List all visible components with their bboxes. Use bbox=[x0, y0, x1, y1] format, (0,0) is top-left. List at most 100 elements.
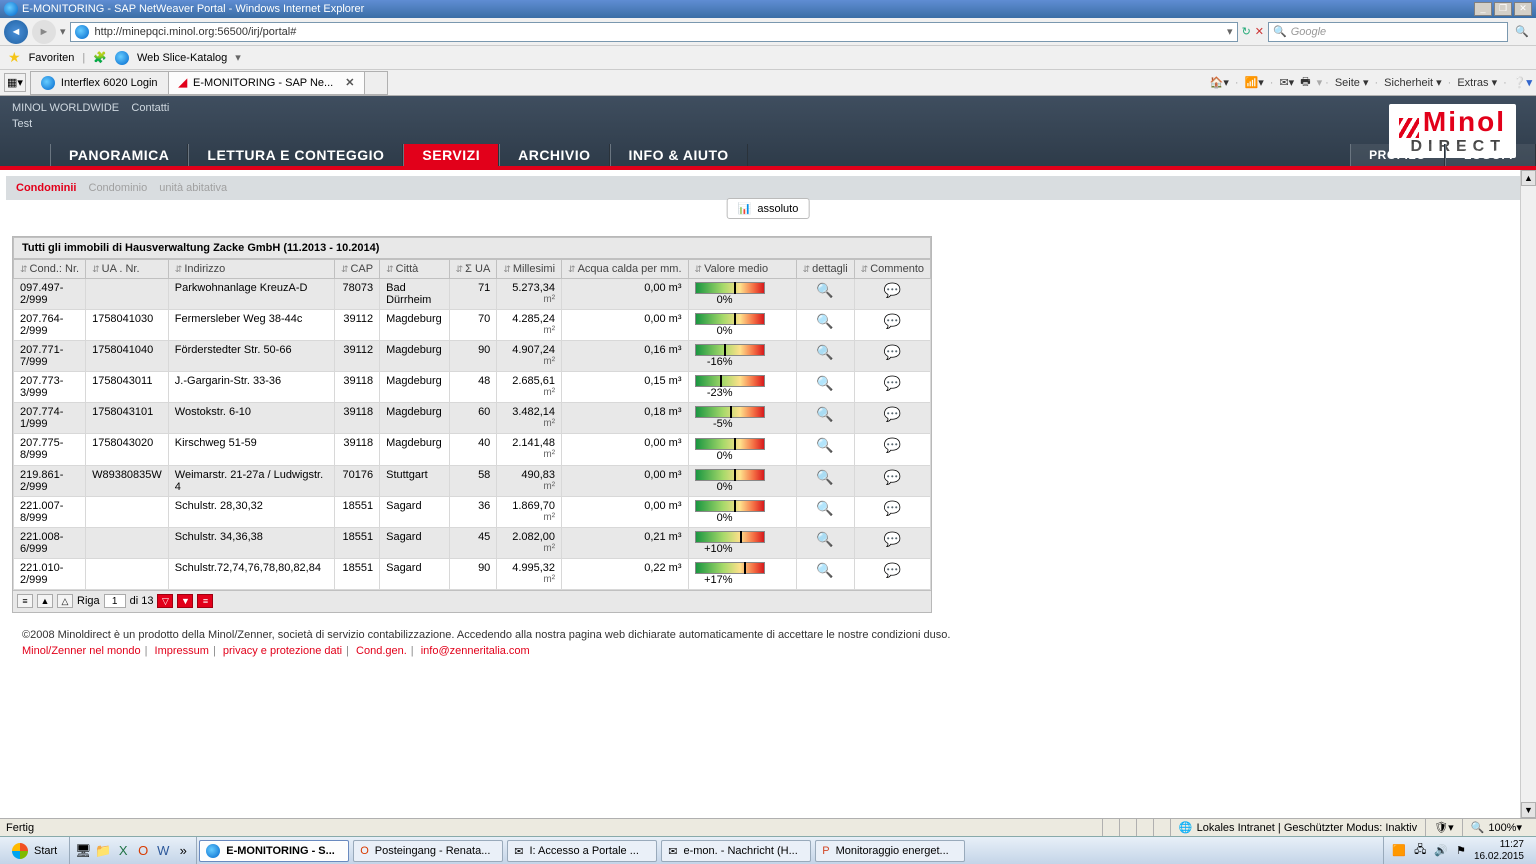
close-button[interactable]: ✕ bbox=[1514, 2, 1532, 16]
crumb-condominii[interactable]: Condominii bbox=[16, 182, 77, 194]
down-button[interactable]: ▽ bbox=[157, 594, 173, 608]
mail-button[interactable]: ✉▾ bbox=[1279, 76, 1294, 89]
menu-archivio[interactable]: ARCHIVIO bbox=[499, 144, 609, 166]
menu-logoff[interactable]: LOGOFF bbox=[1445, 144, 1536, 166]
col-ua[interactable]: ⇵UA . Nr. bbox=[86, 260, 169, 279]
feeds-button[interactable]: 📶▾ bbox=[1245, 76, 1264, 89]
magnifier-icon[interactable]: 🔍 bbox=[816, 375, 833, 391]
col-acqua[interactable]: ⇵Acqua calda per mm. bbox=[562, 260, 688, 279]
menu-profilo[interactable]: PROFILO bbox=[1350, 144, 1445, 166]
magnifier-icon[interactable]: 🔍 bbox=[816, 562, 833, 578]
menu-lettura[interactable]: LETTURA E CONTEGGIO bbox=[188, 144, 403, 166]
tray-icon[interactable]: 🔊 bbox=[1434, 844, 1448, 857]
close-tab-button[interactable]: ✕ bbox=[345, 76, 354, 89]
search-go-button[interactable]: 🔍 bbox=[1512, 25, 1532, 38]
page-input[interactable] bbox=[104, 594, 126, 608]
ql-desktop-icon[interactable]: 🖥 bbox=[74, 842, 92, 860]
col-commento[interactable]: ⇵Commento bbox=[854, 260, 930, 279]
restore-button[interactable]: ❐ bbox=[1494, 2, 1512, 16]
new-tab-button[interactable] bbox=[364, 71, 388, 95]
col-millesimi[interactable]: ⇵Millesimi bbox=[497, 260, 562, 279]
refresh-button[interactable]: ↻ bbox=[1242, 25, 1251, 38]
comment-icon[interactable]: 💬 bbox=[884, 344, 901, 360]
stop-button[interactable]: ✕ bbox=[1255, 25, 1264, 38]
col-indirizzo[interactable]: ⇵Indirizzo bbox=[168, 260, 334, 279]
contatti-link[interactable]: Contatti bbox=[131, 102, 169, 114]
ql-more-icon[interactable]: » bbox=[174, 842, 192, 860]
menu-servizi[interactable]: SERVIZI bbox=[403, 144, 499, 166]
col-dettagli[interactable]: ⇵dettagli bbox=[796, 260, 854, 279]
next-page-button[interactable]: ▼ bbox=[177, 594, 193, 608]
ql-outlook-icon[interactable]: O bbox=[134, 842, 152, 860]
start-button[interactable]: Start bbox=[0, 837, 70, 864]
search-box[interactable]: 🔍 Google bbox=[1268, 22, 1508, 42]
ql-explorer-icon[interactable]: 📁 bbox=[94, 842, 112, 860]
magnifier-icon[interactable]: 🔍 bbox=[816, 469, 833, 485]
ql-word-icon[interactable]: W bbox=[154, 842, 172, 860]
status-protected[interactable]: 🛡▾ bbox=[1425, 819, 1462, 836]
quick-tabs-button[interactable]: ▦▾ bbox=[4, 73, 26, 92]
task-monitoraggio[interactable]: PMonitoraggio energet... bbox=[815, 840, 965, 862]
favorites-icon[interactable]: ★ bbox=[8, 49, 21, 66]
footer-link-cond[interactable]: Cond.gen. bbox=[356, 645, 407, 657]
minimize-button[interactable]: _ bbox=[1474, 2, 1492, 16]
browser-tab-interflex[interactable]: Interflex 6020 Login bbox=[30, 71, 169, 95]
back-button[interactable]: ◄ bbox=[4, 20, 28, 44]
page-menu[interactable]: Seite ▾ bbox=[1335, 76, 1369, 89]
tray-icon[interactable]: ⚑ bbox=[1456, 844, 1466, 857]
scroll-up-button[interactable]: ▲ bbox=[1521, 170, 1536, 186]
address-bar[interactable]: http://minepqci.minol.org:56500/irj/port… bbox=[70, 22, 1238, 42]
comment-icon[interactable]: 💬 bbox=[884, 375, 901, 391]
home-button[interactable]: 🏠▾ bbox=[1210, 76, 1229, 89]
webslice-label[interactable]: Web Slice-Katalog bbox=[137, 52, 227, 64]
comment-icon[interactable]: 💬 bbox=[884, 500, 901, 516]
comment-icon[interactable]: 💬 bbox=[884, 282, 901, 298]
menu-panoramica[interactable]: PANORAMICA bbox=[50, 144, 188, 166]
task-emonitoring[interactable]: E-MONITORING - S... bbox=[199, 840, 349, 862]
scrollbar[interactable]: ▲ ▼ bbox=[1520, 170, 1536, 818]
col-valore[interactable]: ⇵Valore medio bbox=[688, 260, 796, 279]
magnifier-icon[interactable]: 🔍 bbox=[816, 313, 833, 329]
footer-link-info[interactable]: info@zenneritalia.com bbox=[421, 645, 530, 657]
magnifier-icon[interactable]: 🔍 bbox=[816, 531, 833, 547]
menu-info[interactable]: INFO & AIUTO bbox=[610, 144, 748, 166]
ql-excel-icon[interactable]: X bbox=[114, 842, 132, 860]
magnifier-icon[interactable]: 🔍 bbox=[816, 406, 833, 422]
comment-icon[interactable]: 💬 bbox=[884, 469, 901, 485]
task-emon[interactable]: ✉e-mon. - Nachricht (H... bbox=[661, 840, 811, 862]
footer-link-impressum[interactable]: Impressum bbox=[155, 645, 209, 657]
security-menu[interactable]: Sicherheit ▾ bbox=[1384, 76, 1442, 89]
col-sua[interactable]: ⇵Σ UA bbox=[449, 260, 497, 279]
first-page-button[interactable]: ≡ bbox=[17, 594, 33, 608]
print-button[interactable]: 🖶 bbox=[1300, 73, 1310, 92]
worldwide-link[interactable]: MINOL WORLDWIDE bbox=[12, 102, 119, 114]
footer-link-mondo[interactable]: Minol/Zenner nel mondo bbox=[22, 645, 141, 657]
comment-icon[interactable]: 💬 bbox=[884, 562, 901, 578]
tray-icon[interactable]: 🖧 bbox=[1414, 841, 1426, 860]
scroll-down-button[interactable]: ▼ bbox=[1521, 802, 1536, 818]
status-zoom[interactable]: 🔍 100% ▾ bbox=[1462, 819, 1530, 836]
browser-tab-emonitoring[interactable]: ◢ E-MONITORING - SAP Ne... ✕ bbox=[168, 71, 366, 95]
comment-icon[interactable]: 💬 bbox=[884, 313, 901, 329]
col-cond[interactable]: ⇵Cond.: Nr. bbox=[14, 260, 86, 279]
help-button[interactable]: ❔▾ bbox=[1513, 76, 1532, 89]
comment-icon[interactable]: 💬 bbox=[884, 531, 901, 547]
magnifier-icon[interactable]: 🔍 bbox=[816, 437, 833, 453]
comment-icon[interactable]: 💬 bbox=[884, 437, 901, 453]
forward-button[interactable]: ► bbox=[32, 20, 56, 44]
magnifier-icon[interactable]: 🔍 bbox=[816, 500, 833, 516]
task-posteingang[interactable]: OPosteingang - Renata... bbox=[353, 840, 503, 862]
magnifier-icon[interactable]: 🔍 bbox=[816, 344, 833, 360]
tray-icon[interactable]: 🟧 bbox=[1392, 844, 1406, 857]
magnifier-icon[interactable]: 🔍 bbox=[816, 282, 833, 298]
assoluto-button[interactable]: 📊 assoluto bbox=[727, 198, 810, 219]
col-citta[interactable]: ⇵Città bbox=[380, 260, 450, 279]
footer-link-privacy[interactable]: privacy e protezione dati bbox=[223, 645, 342, 657]
prev-page-button[interactable]: ▲ bbox=[37, 594, 53, 608]
up-button[interactable]: △ bbox=[57, 594, 73, 608]
comment-icon[interactable]: 💬 bbox=[884, 406, 901, 422]
last-page-button[interactable]: ≡ bbox=[197, 594, 213, 608]
col-cap[interactable]: ⇵CAP bbox=[334, 260, 379, 279]
clock[interactable]: 11:27 16.02.2015 bbox=[1474, 839, 1528, 863]
task-accesso[interactable]: ✉I: Accesso a Portale ... bbox=[507, 840, 657, 862]
